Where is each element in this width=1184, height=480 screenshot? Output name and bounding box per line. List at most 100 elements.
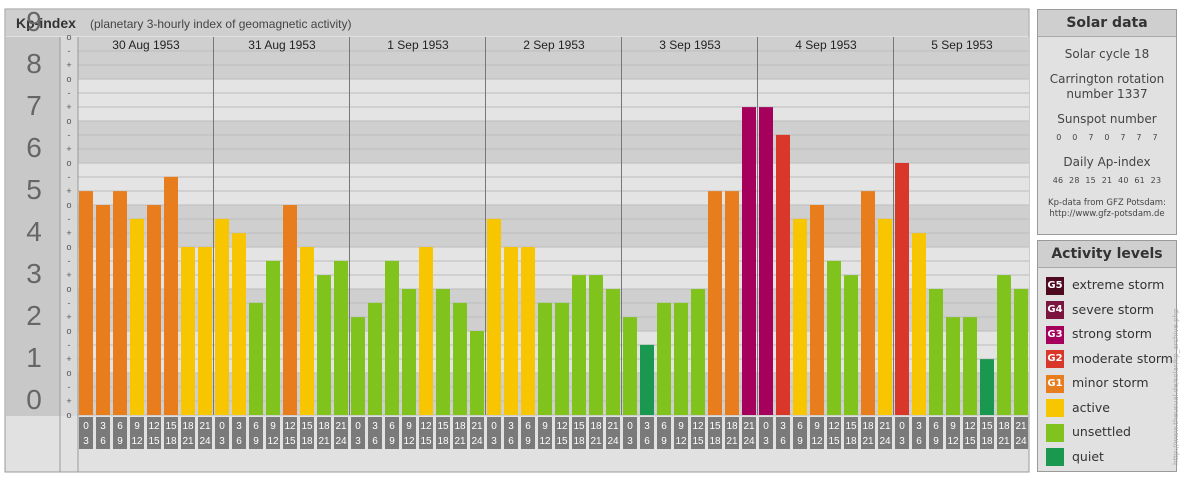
interval-box [691,417,705,449]
interval-start-label: 3 [100,421,106,432]
interval-end-label: 6 [508,436,514,447]
legend-swatch: G4 [1046,301,1064,319]
interval-end-label: 6 [644,436,650,447]
chart-title-bar [6,10,1028,36]
interval-start-label: 6 [253,421,259,432]
interval-start-label: 6 [117,421,123,432]
interval-start-label: 3 [508,421,514,432]
interval-start-label: 6 [661,421,667,432]
interval-start-label: 12 [148,421,160,432]
legend-label: moderate storm [1072,350,1173,366]
interval-start-label: 15 [709,421,721,432]
minor-tick-label: - [68,340,71,350]
interval-end-label: 24 [335,436,347,447]
kp-bar [946,317,960,415]
interval-box [912,417,926,449]
interval-box [895,417,909,449]
interval-box [674,417,688,449]
kp-bar [300,247,314,415]
interval-start-label: 3 [780,421,786,432]
interval-start-label: 15 [165,421,177,432]
interval-end-label: 24 [607,436,619,447]
interval-box [878,417,892,449]
kp-bar [215,218,229,415]
kp-bar [96,205,110,415]
interval-start-label: 12 [964,421,976,432]
interval-end-label: 12 [131,436,143,447]
interval-start-label: 12 [284,421,296,432]
interval-start-label: 15 [573,421,585,432]
legend-label: severe storm [1072,301,1154,317]
kp-bar [419,247,433,415]
kp-bar [657,302,671,415]
interval-box [538,417,552,449]
interval-end-label: 15 [148,436,160,447]
legend-item: G1 minor storm [1046,373,1149,393]
interval-end-label: 18 [301,436,313,447]
kp-bar [861,191,875,415]
interval-end-label: 9 [389,436,395,447]
interval-end-label: 18 [573,436,585,447]
kp-bar [266,260,280,415]
interval-start-label: 3 [236,421,242,432]
kp-bar [385,260,399,415]
interval-end-label: 21 [862,436,874,447]
interval-start-label: 15 [981,421,993,432]
interval-start-label: 6 [797,421,803,432]
source-line-1: Kp-data from GFZ Potsdam: [1048,198,1166,208]
interval-end-label: 3 [627,436,633,447]
minor-axis-band [60,37,78,416]
legend-item: quiet [1046,447,1104,467]
interval-start-label: 9 [814,421,820,432]
legend-item: G4 severe storm [1046,300,1154,320]
interval-box [793,417,807,449]
y-tick-label: 1 [26,342,42,373]
interval-end-label: 6 [916,436,922,447]
interval-start-label: 9 [542,421,548,432]
chart-title: Kp-index [16,15,76,31]
interval-start-label: 21 [471,421,483,432]
interval-start-label: 9 [406,421,412,432]
interval-end-label: 9 [117,436,123,447]
minor-tick-label: o [66,116,71,126]
level-band [78,79,1029,121]
interval-box [113,417,127,449]
interval-start-label: 0 [219,421,225,432]
interval-start-label: 18 [726,421,738,432]
interval-end-label: 9 [253,436,259,447]
interval-start-label: 18 [182,421,194,432]
legend-swatch [1046,423,1064,442]
minor-tick-label: - [68,214,71,224]
y-tick-label: 3 [26,258,42,289]
legend-swatch: G1 [1046,374,1064,393]
interval-box [96,417,110,449]
y-tick-label: 4 [26,216,42,247]
day-label: 30 Aug 1953 [112,38,180,52]
interval-end-label: 24 [471,436,483,447]
interval-box [147,417,161,449]
legend-item: unsettled [1046,422,1131,442]
y-tick-label: 7 [26,90,42,121]
kp-bar [283,205,297,415]
interval-box [623,417,637,449]
kp-bar [249,302,263,415]
interval-end-label: 3 [899,436,905,447]
legend-label: quiet [1072,448,1104,464]
kp-bar [997,275,1011,415]
legend-label: extreme storm [1072,277,1165,292]
kp-bar [912,233,926,415]
interval-end-label: 3 [491,436,497,447]
minor-tick-label: o [66,200,71,210]
interval-box [232,417,246,449]
interval-start-label: 21 [335,421,347,432]
minor-tick-label: + [66,60,71,70]
kp-bar [980,359,994,415]
interval-start-label: 9 [270,421,276,432]
interval-box [827,417,841,449]
interval-box [980,417,994,449]
legend-label: strong storm [1072,326,1152,341]
interval-box [351,417,365,449]
interval-end-label: 18 [709,436,721,447]
interval-box [215,417,229,449]
interval-box [759,417,773,449]
